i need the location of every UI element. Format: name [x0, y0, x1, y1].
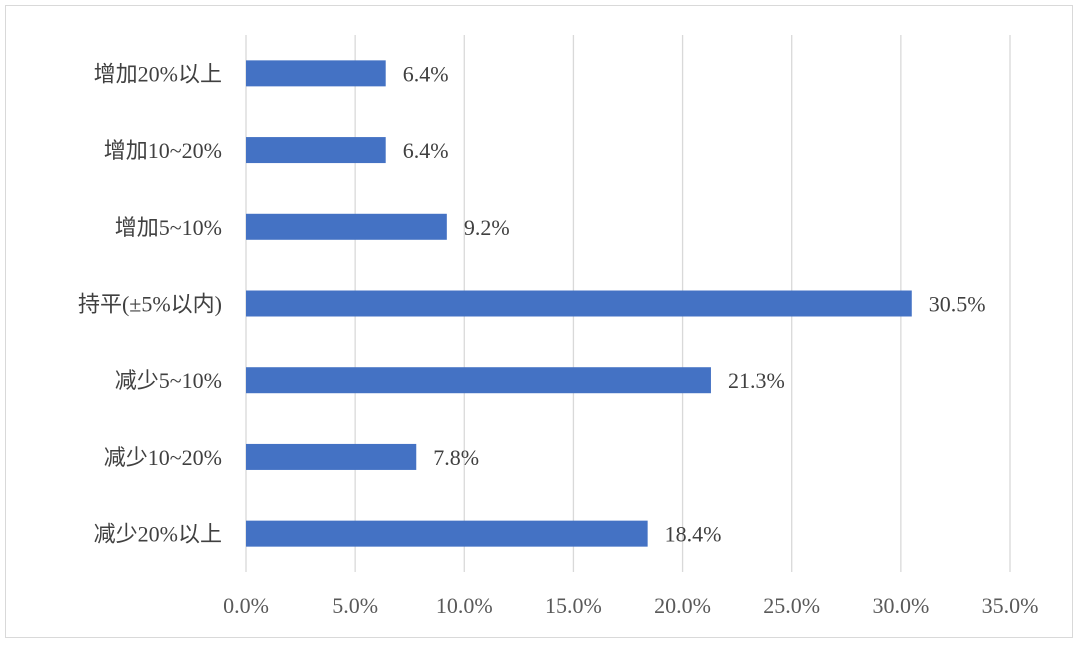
value-label-2: 9.2%: [464, 215, 510, 240]
category-label-5: 减少10~20%: [104, 445, 222, 470]
x-tick-label-1: 5.0%: [332, 593, 378, 618]
x-tick-label-4: 20.0%: [654, 593, 711, 618]
value-label-6: 18.4%: [665, 522, 722, 547]
bar-3: [246, 290, 912, 317]
value-label-4: 21.3%: [728, 368, 785, 393]
category-label-6: 减少20%以上: [94, 522, 222, 547]
category-label-3: 持平(±5%以内): [78, 292, 222, 317]
category-label-4: 减少5~10%: [115, 368, 222, 393]
x-tick-label-7: 35.0%: [982, 593, 1039, 618]
x-tick-label-5: 25.0%: [763, 593, 820, 618]
bar-2: [246, 213, 447, 240]
value-label-1: 6.4%: [403, 138, 449, 163]
x-axis-tick-labels: 0.0% 5.0% 10.0% 15.0% 20.0% 25.0% 30.0% 35.0%: [223, 593, 1038, 618]
value-label-5: 7.8%: [433, 445, 479, 470]
bars: [246, 60, 912, 547]
category-label-1: 增加10~20%: [104, 138, 222, 163]
x-tick-label-2: 10.0%: [436, 593, 493, 618]
value-label-3: 30.5%: [929, 292, 986, 317]
bar-0: [246, 60, 386, 87]
bar-1: [246, 137, 386, 164]
x-tick-label-0: 0.0%: [223, 593, 269, 618]
bar-4: [246, 367, 711, 394]
value-labels: 6.4% 6.4% 9.2% 30.5% 21.3% 7.8% 18.4%: [403, 61, 986, 546]
x-tick-label-3: 15.0%: [545, 593, 602, 618]
bar-6: [246, 520, 648, 547]
x-tick-label-6: 30.0%: [872, 593, 929, 618]
bar-5: [246, 443, 417, 470]
category-label-2: 增加5~10%: [115, 215, 222, 240]
value-label-0: 6.4%: [403, 61, 449, 86]
category-label-0: 增加20%以上: [94, 61, 222, 86]
